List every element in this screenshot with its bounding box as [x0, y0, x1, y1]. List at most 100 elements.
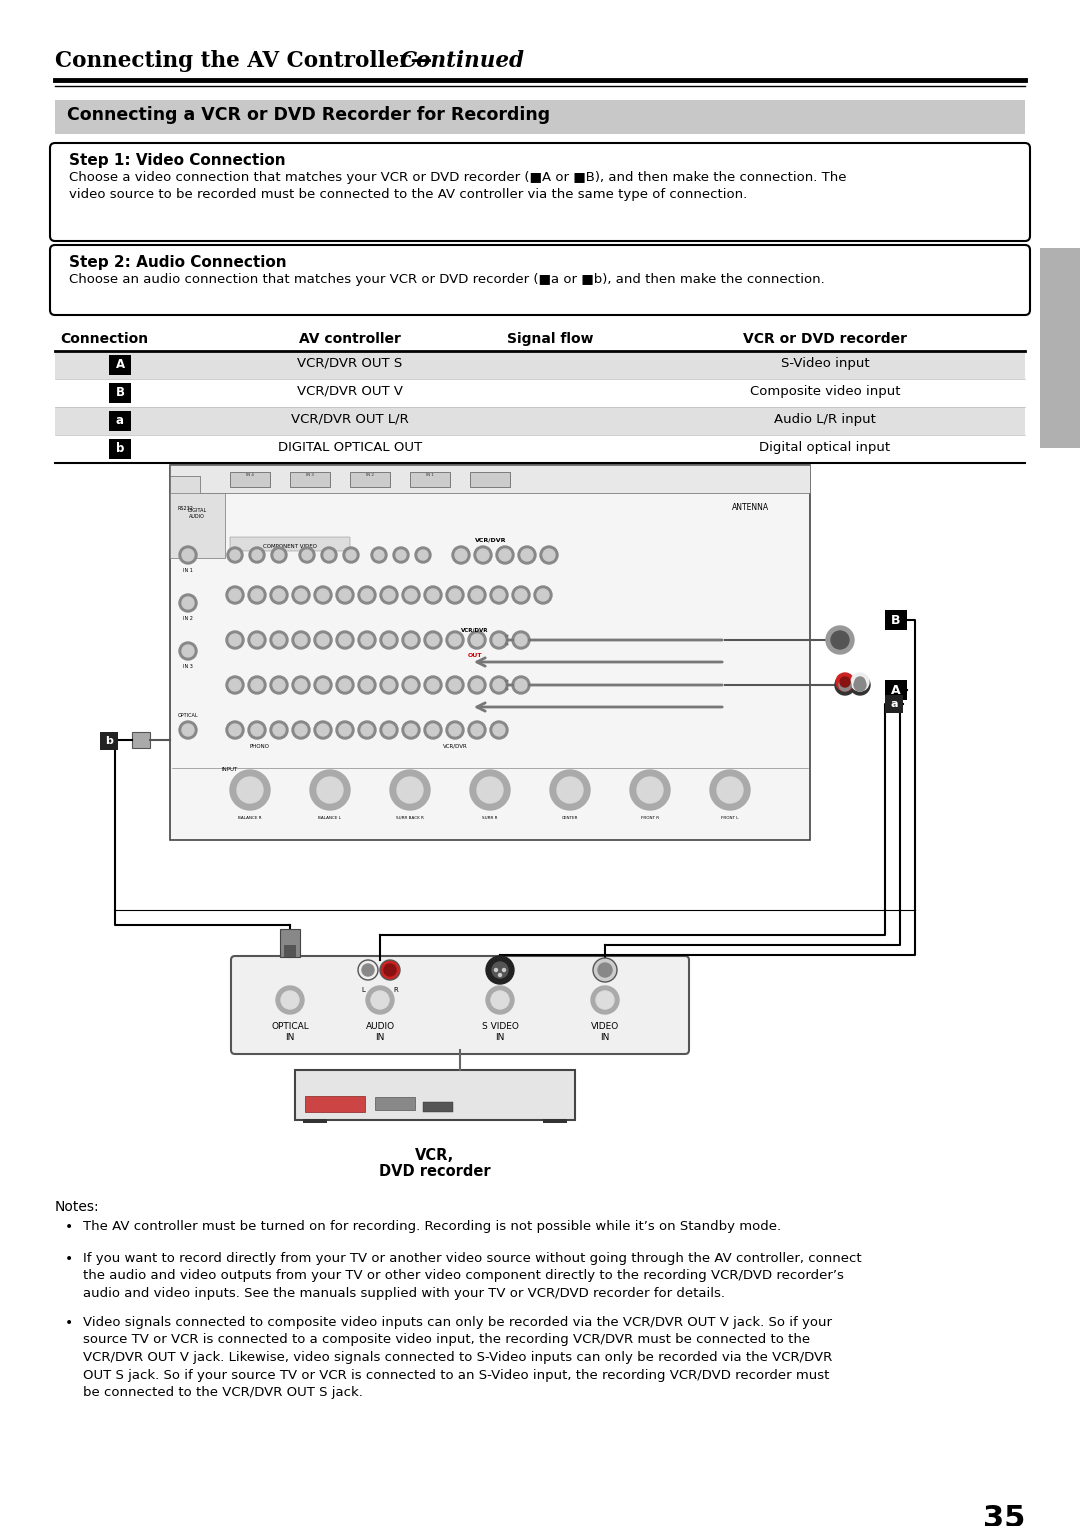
Circle shape	[596, 990, 615, 1009]
Circle shape	[299, 546, 315, 563]
Circle shape	[179, 720, 197, 739]
Text: Notes:: Notes:	[55, 1199, 99, 1215]
Text: B: B	[891, 613, 901, 627]
Bar	[170, 476, 200, 497]
Circle shape	[339, 633, 351, 645]
Circle shape	[393, 546, 409, 563]
Circle shape	[339, 679, 351, 691]
Circle shape	[492, 633, 505, 645]
Circle shape	[361, 589, 373, 601]
Circle shape	[471, 633, 483, 645]
Circle shape	[851, 673, 869, 691]
Circle shape	[405, 679, 417, 691]
Circle shape	[179, 642, 197, 661]
Circle shape	[357, 630, 376, 649]
Circle shape	[855, 678, 865, 687]
Circle shape	[227, 546, 243, 563]
Circle shape	[512, 676, 530, 694]
Circle shape	[295, 679, 307, 691]
Circle shape	[314, 676, 332, 694]
Circle shape	[446, 586, 464, 604]
Circle shape	[273, 633, 285, 645]
Text: A: A	[116, 359, 124, 371]
Text: SURR BACK R: SURR BACK R	[396, 816, 424, 819]
Circle shape	[292, 676, 310, 694]
Circle shape	[366, 986, 394, 1013]
Circle shape	[490, 720, 508, 739]
Circle shape	[491, 990, 509, 1009]
Circle shape	[183, 597, 194, 609]
Circle shape	[336, 720, 354, 739]
Circle shape	[405, 589, 417, 601]
Text: RS232: RS232	[177, 507, 193, 511]
Bar	[410, 472, 450, 487]
Circle shape	[396, 549, 406, 560]
Circle shape	[499, 974, 501, 977]
Circle shape	[854, 679, 866, 691]
Text: VCR/DVR: VCR/DVR	[475, 537, 507, 542]
Circle shape	[383, 679, 395, 691]
Text: 35: 35	[983, 1505, 1025, 1526]
Circle shape	[449, 633, 461, 645]
Circle shape	[468, 676, 486, 694]
Text: Choose a video connection that matches your VCR or DVD recorder (■A or ■B), and : Choose a video connection that matches y…	[69, 171, 847, 185]
Circle shape	[292, 586, 310, 604]
Circle shape	[492, 679, 505, 691]
FancyBboxPatch shape	[50, 143, 1030, 241]
Text: BALANCE L: BALANCE L	[319, 816, 341, 819]
Circle shape	[637, 777, 663, 803]
Circle shape	[499, 549, 511, 562]
Text: OUT: OUT	[468, 653, 483, 658]
Text: Composite video input: Composite video input	[750, 385, 901, 398]
Circle shape	[557, 777, 583, 803]
Circle shape	[248, 630, 266, 649]
Circle shape	[229, 633, 241, 645]
Circle shape	[281, 990, 299, 1009]
Circle shape	[248, 676, 266, 694]
Circle shape	[380, 630, 399, 649]
Text: Step 2: Audio Connection: Step 2: Audio Connection	[69, 255, 286, 270]
Circle shape	[630, 771, 670, 810]
Circle shape	[292, 720, 310, 739]
Circle shape	[850, 674, 870, 694]
Circle shape	[835, 674, 855, 694]
Bar	[230, 472, 270, 487]
Circle shape	[372, 990, 389, 1009]
Text: b: b	[116, 443, 124, 455]
Text: Signal flow: Signal flow	[507, 333, 593, 346]
Circle shape	[229, 589, 241, 601]
Circle shape	[384, 964, 396, 977]
Circle shape	[383, 633, 395, 645]
Circle shape	[270, 720, 288, 739]
Bar	[543, 1119, 567, 1123]
Bar	[885, 610, 907, 630]
Bar	[305, 1096, 365, 1112]
Circle shape	[314, 586, 332, 604]
Text: •: •	[65, 1315, 73, 1331]
Circle shape	[515, 589, 527, 601]
Circle shape	[515, 633, 527, 645]
Circle shape	[836, 673, 854, 691]
Bar	[375, 1097, 415, 1109]
Circle shape	[521, 549, 534, 562]
Bar	[295, 1070, 575, 1120]
Circle shape	[336, 586, 354, 604]
Text: Connecting the AV Controller—: Connecting the AV Controller—	[55, 50, 432, 72]
Text: IN 1: IN 1	[427, 473, 434, 478]
Circle shape	[470, 771, 510, 810]
Bar	[1040, 249, 1080, 449]
Circle shape	[383, 589, 395, 601]
Circle shape	[427, 633, 438, 645]
Text: IN 2: IN 2	[366, 473, 374, 478]
Text: Step 1: Video Connection: Step 1: Video Connection	[69, 153, 285, 168]
Text: VCR,: VCR,	[416, 1148, 455, 1163]
Bar	[109, 356, 131, 375]
Circle shape	[840, 678, 850, 687]
Circle shape	[591, 986, 619, 1013]
Text: IN 3: IN 3	[306, 473, 314, 478]
Circle shape	[226, 630, 244, 649]
Bar	[55, 101, 1025, 134]
Text: Audio L/R input: Audio L/R input	[774, 414, 876, 426]
Circle shape	[471, 723, 483, 736]
Text: CENTER: CENTER	[562, 816, 578, 819]
